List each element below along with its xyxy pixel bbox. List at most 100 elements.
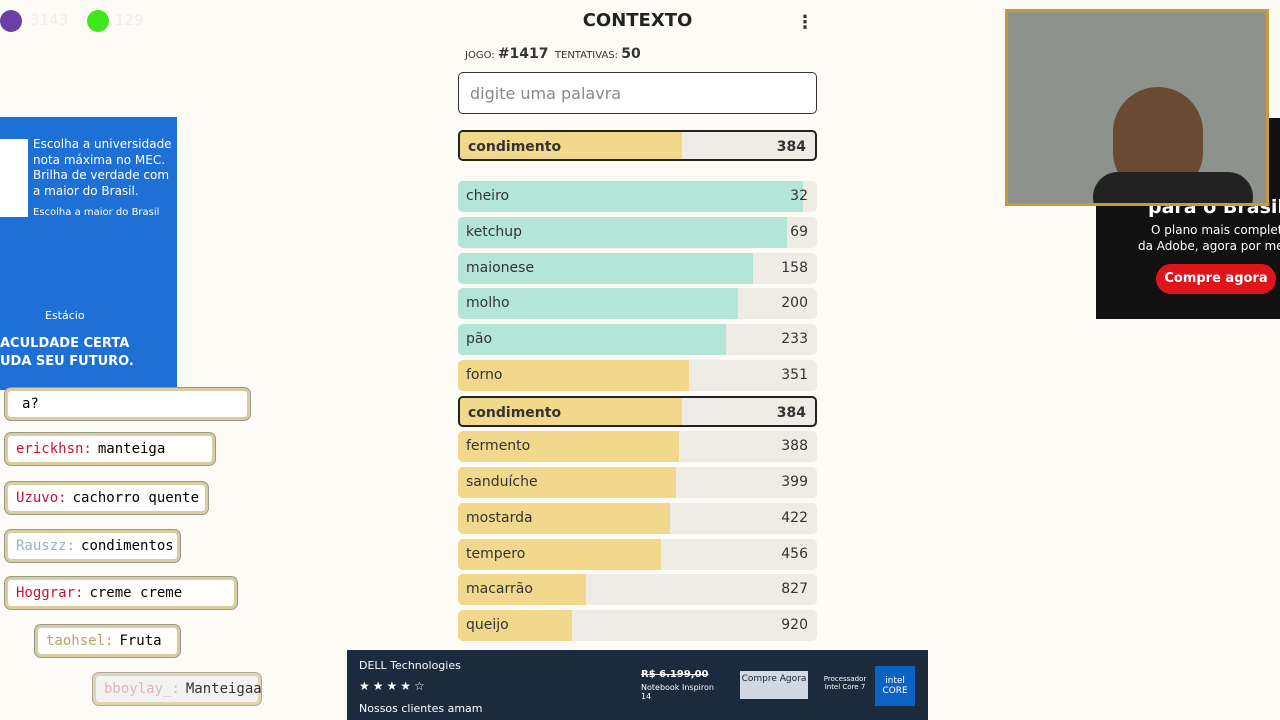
similarity-bar — [460, 132, 683, 159]
similarity-bar — [458, 252, 753, 284]
guess-row: condimento 384 — [458, 395, 817, 427]
chip: intel CORE — [875, 666, 915, 706]
ad-link: Escolha a maior do Brasil — [33, 207, 160, 218]
chat-message: taohsel: Fruta — [35, 625, 180, 657]
similarity-bar — [458, 538, 662, 570]
chat-text: creme creme — [89, 585, 183, 601]
ad-bottom[interactable]: DELL Technologies ★★★★☆ Nossos clientes … — [347, 650, 928, 720]
ad-button[interactable]: Compre Agora — [740, 671, 808, 699]
webcam — [1005, 9, 1269, 206]
guess-rank: 422 — [781, 509, 808, 526]
guess-word: cheiro — [466, 188, 510, 204]
chat-message: erickhsn: manteiga — [5, 433, 215, 465]
guess-rank: 158 — [781, 259, 808, 276]
logo — [0, 139, 28, 217]
guess-row: forno 351 — [458, 359, 817, 391]
chat-text: condimentos — [81, 538, 174, 554]
chat-text: Fruta — [119, 633, 162, 649]
similarity-bar — [458, 181, 803, 212]
guess-row: pão 233 — [458, 324, 817, 355]
chat-user: erickhsn: — [16, 441, 92, 457]
label: JOGO: — [465, 50, 495, 61]
counter: 129 — [115, 11, 144, 29]
guess-word: maionese — [466, 259, 535, 276]
guess-word: ketchup — [466, 223, 523, 240]
price: R$ 6.199,00 — [641, 669, 709, 680]
chat-message: Uzuvo: cachorro quente — [5, 482, 208, 514]
guess-row: fermento 388 — [458, 431, 817, 463]
icon — [87, 10, 109, 32]
chat-message: Hoggrar: creme creme — [5, 577, 237, 609]
product: Notebook Inspiron 14 — [641, 683, 714, 701]
chat-text: cachorro quente — [72, 490, 200, 506]
chat-user: taohsel: — [46, 633, 114, 649]
ad-text: Escolha a universidade nota máxima no ME… — [33, 137, 172, 198]
word-input[interactable]: digite uma palavra — [458, 72, 817, 114]
guess-row: mostarda 422 — [458, 502, 817, 534]
icon — [0, 10, 22, 32]
guess-rank: 32 — [790, 188, 808, 204]
guess-row: queijo 920 — [458, 610, 817, 641]
guess-word: queijo — [466, 617, 509, 633]
guess-word: pão — [466, 331, 493, 347]
ad-slogan: UDA SEU FUTURO. — [0, 354, 134, 369]
chat-message: a? — [5, 388, 250, 420]
ad-brand: DELL Technologies — [359, 659, 461, 672]
person — [1093, 172, 1253, 203]
stars: ★★★★☆ — [359, 679, 428, 693]
guess-word: condimento — [468, 139, 562, 155]
guess-row: maionese 158 — [458, 252, 817, 284]
guess-rank: 233 — [781, 331, 808, 347]
chat-text: Manteigaa — [185, 681, 262, 697]
chat-message: Rauszz: condimentos — [5, 530, 180, 562]
ad-left[interactable]: Escolha a universidade nota máxima no ME… — [0, 117, 177, 390]
ad-text: da Adobe, agora por meno — [1138, 239, 1280, 253]
ad-button[interactable]: Compre agora — [1156, 264, 1276, 294]
guess-rank: 920 — [781, 617, 808, 633]
guess-word: sanduíche — [466, 474, 538, 490]
similarity-bar — [458, 216, 788, 248]
guess-row: tempero 456 — [458, 538, 817, 570]
guess-row: sanduíche 399 — [458, 467, 817, 498]
guess-rank: 351 — [781, 366, 808, 383]
counter: 3143 — [30, 11, 69, 29]
menu[interactable]: ⋮ — [796, 12, 814, 33]
similarity-bar — [458, 574, 586, 606]
ad-text: O plano mais completo — [1151, 223, 1280, 237]
ad-brand: Estácio — [45, 309, 85, 322]
game-info: JOGO: #1417 TENTATIVAS: 50 — [465, 46, 641, 62]
similarity-bar — [458, 324, 727, 355]
ad-slogan: ACULDADE CERTA — [0, 336, 130, 351]
guess-word: fermento — [466, 438, 531, 455]
guess-rank: 399 — [781, 474, 808, 490]
guess-word: tempero — [466, 545, 526, 562]
guess-rank: 384 — [776, 404, 806, 421]
guess-row: cheiro 32 — [458, 181, 817, 212]
similarity-bar — [458, 359, 690, 391]
attempts: 50 — [621, 46, 641, 62]
similarity-bar — [460, 397, 683, 425]
guess-row: molho 200 — [458, 288, 817, 320]
guess-rank: 200 — [781, 295, 808, 312]
label: TENTATIVAS: — [554, 50, 619, 61]
processor: Processador Intel Core 7 — [823, 675, 867, 691]
similarity-bar — [458, 288, 738, 320]
chat-message: bboylay_: Manteigaa — [93, 673, 262, 705]
guess-rank: 456 — [781, 545, 808, 562]
guess-rank: 388 — [781, 438, 808, 455]
guess-rank: 384 — [776, 139, 806, 155]
guess-row: macarrão 827 — [458, 574, 817, 606]
chat-text: manteiga — [97, 441, 166, 457]
similarity-bar — [458, 431, 680, 463]
counters: 3143 129 — [0, 8, 180, 34]
guess-rank: 69 — [790, 223, 808, 240]
guess-word: condimento — [468, 404, 562, 421]
guess-word: forno — [466, 366, 503, 383]
guess-row: ketchup 69 — [458, 216, 817, 248]
title: CONTEXTO — [582, 10, 693, 31]
game-number: #1417 — [497, 46, 549, 62]
guess-word: molho — [466, 295, 510, 312]
similarity-bar — [458, 610, 572, 641]
guess-word: mostarda — [466, 509, 533, 526]
